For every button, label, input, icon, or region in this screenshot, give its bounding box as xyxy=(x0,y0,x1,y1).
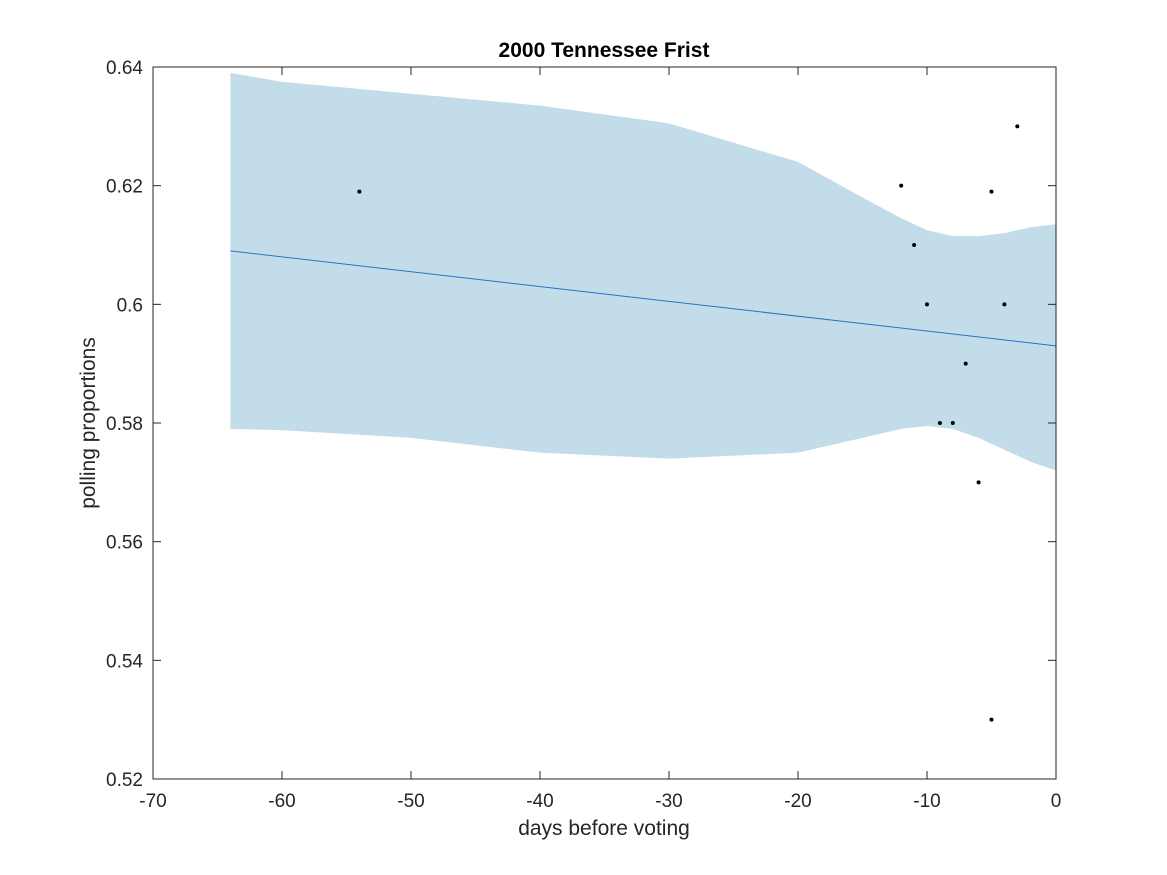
y-tick-label: 0.54 xyxy=(106,651,143,672)
x-tick-label: -70 xyxy=(139,791,166,812)
data-point xyxy=(357,189,362,194)
x-tick-label: -10 xyxy=(913,791,940,812)
x-tick-label: -50 xyxy=(397,791,424,812)
data-points xyxy=(357,124,1020,722)
chart-title: 2000 Tennessee Frist xyxy=(499,39,710,62)
x-tick-label: -30 xyxy=(655,791,682,812)
data-point xyxy=(963,361,968,366)
y-axis-label: polling proportions xyxy=(77,337,100,509)
x-axis-ticks: -70 -60 -50 -40 -30 -20 -10 0 xyxy=(139,67,1061,812)
x-tick-label: -20 xyxy=(784,791,811,812)
y-tick-label: 0.56 xyxy=(106,533,143,554)
data-point xyxy=(989,189,994,194)
data-point xyxy=(1002,302,1007,307)
data-point xyxy=(989,717,994,722)
y-axis-ticks: 0.52 0.54 0.56 0.58 0.6 0.62 0.64 xyxy=(106,58,1056,791)
data-point xyxy=(976,480,981,485)
y-tick-label: 0.52 xyxy=(106,770,143,791)
x-tick-label: 0 xyxy=(1051,791,1062,812)
x-axis-label: days before voting xyxy=(518,817,690,840)
data-point xyxy=(950,421,955,425)
data-point xyxy=(925,302,929,307)
confidence-band xyxy=(230,72,1056,471)
data-point xyxy=(899,183,904,188)
x-tick-label: -60 xyxy=(268,791,295,812)
data-point xyxy=(1015,124,1020,129)
trend-line xyxy=(230,250,1057,347)
y-tick-label: 0.64 xyxy=(106,58,143,79)
x-tick-label: -40 xyxy=(526,791,553,812)
data-point xyxy=(937,421,942,425)
y-tick-label: 0.58 xyxy=(106,414,143,435)
y-tick-label: 0.6 xyxy=(117,295,143,316)
data-point xyxy=(912,243,917,247)
y-tick-label: 0.62 xyxy=(106,177,143,198)
